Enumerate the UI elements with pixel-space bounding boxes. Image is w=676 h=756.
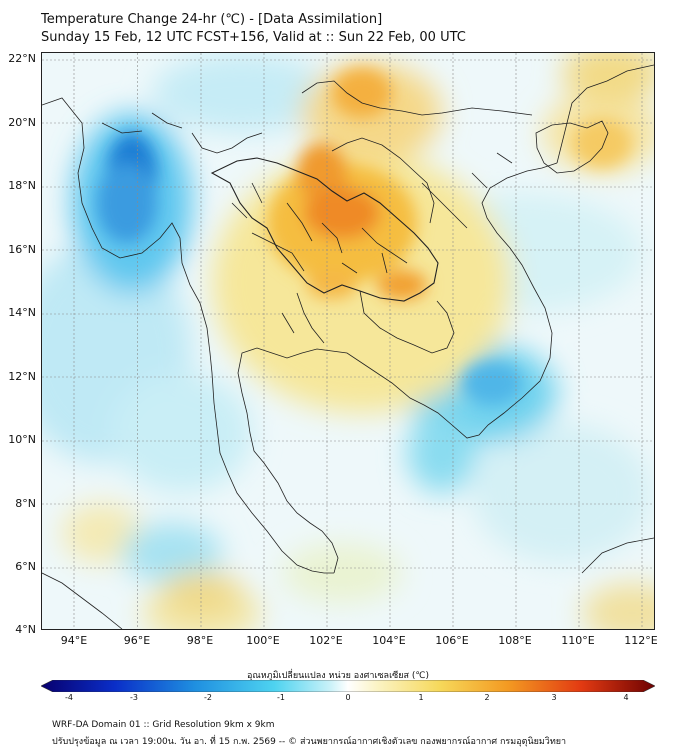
- footer-line-2: ปรับปรุงข้อมูล ณ เวลา 19:00น. วัน อา. ที…: [52, 737, 567, 747]
- lon-label: 100°E: [246, 634, 280, 647]
- lat-label: 12°N: [8, 370, 36, 383]
- colorbar-tick: -3: [130, 693, 138, 702]
- colorbar-tick: 3: [551, 693, 557, 702]
- lon-label: 110°E: [561, 634, 595, 647]
- lat-label: 22°N: [8, 52, 36, 65]
- colorbar-tick: 0: [345, 693, 351, 702]
- colorbar-title: อุณหภูมิเปลี่ยนแปลง หน่วย องศาเซลเซียส (…: [246, 671, 430, 681]
- lat-label: 8°N: [15, 497, 36, 510]
- lon-label: 98°E: [186, 634, 214, 647]
- lon-label: 104°E: [372, 634, 406, 647]
- colorbar-tick: 2: [484, 693, 490, 702]
- lon-label: 94°E: [60, 634, 88, 647]
- colorbar-tick: 1: [418, 693, 424, 702]
- title-line-1: Temperature Change 24-hr (℃) - [Data Ass…: [41, 12, 383, 27]
- colorbar-tick: 4: [623, 693, 629, 702]
- colorbar-tick: -2: [204, 693, 212, 702]
- lon-label: 102°E: [309, 634, 343, 647]
- title-line-2: Sunday 15 Feb, 12 UTC FCST+156, Valid at…: [41, 30, 466, 45]
- lon-label: 108°E: [498, 634, 532, 647]
- lon-label: 112°E: [624, 634, 658, 647]
- lat-label: 20°N: [8, 116, 36, 129]
- lat-label: 4°N: [15, 623, 36, 636]
- lat-label: 14°N: [8, 306, 36, 319]
- colorbar-tick: -4: [65, 693, 73, 702]
- lat-label: 6°N: [15, 560, 36, 573]
- chart-title: Temperature Change 24-hr (℃) - [Data Ass…: [41, 11, 466, 47]
- colorbar-tick: -1: [277, 693, 285, 702]
- lat-label: 18°N: [8, 179, 36, 192]
- lon-label: 106°E: [435, 634, 469, 647]
- colorbar: [41, 680, 655, 692]
- footer-line-1: WRF-DA Domain 01 :: Grid Resolution 9km …: [52, 720, 275, 730]
- temperature-change-map: [41, 52, 655, 630]
- lon-label: 96°E: [123, 634, 151, 647]
- lat-label: 16°N: [8, 243, 36, 256]
- graticule: [42, 53, 654, 629]
- lat-label: 10°N: [8, 433, 36, 446]
- coastlines-and-borders: [42, 64, 654, 629]
